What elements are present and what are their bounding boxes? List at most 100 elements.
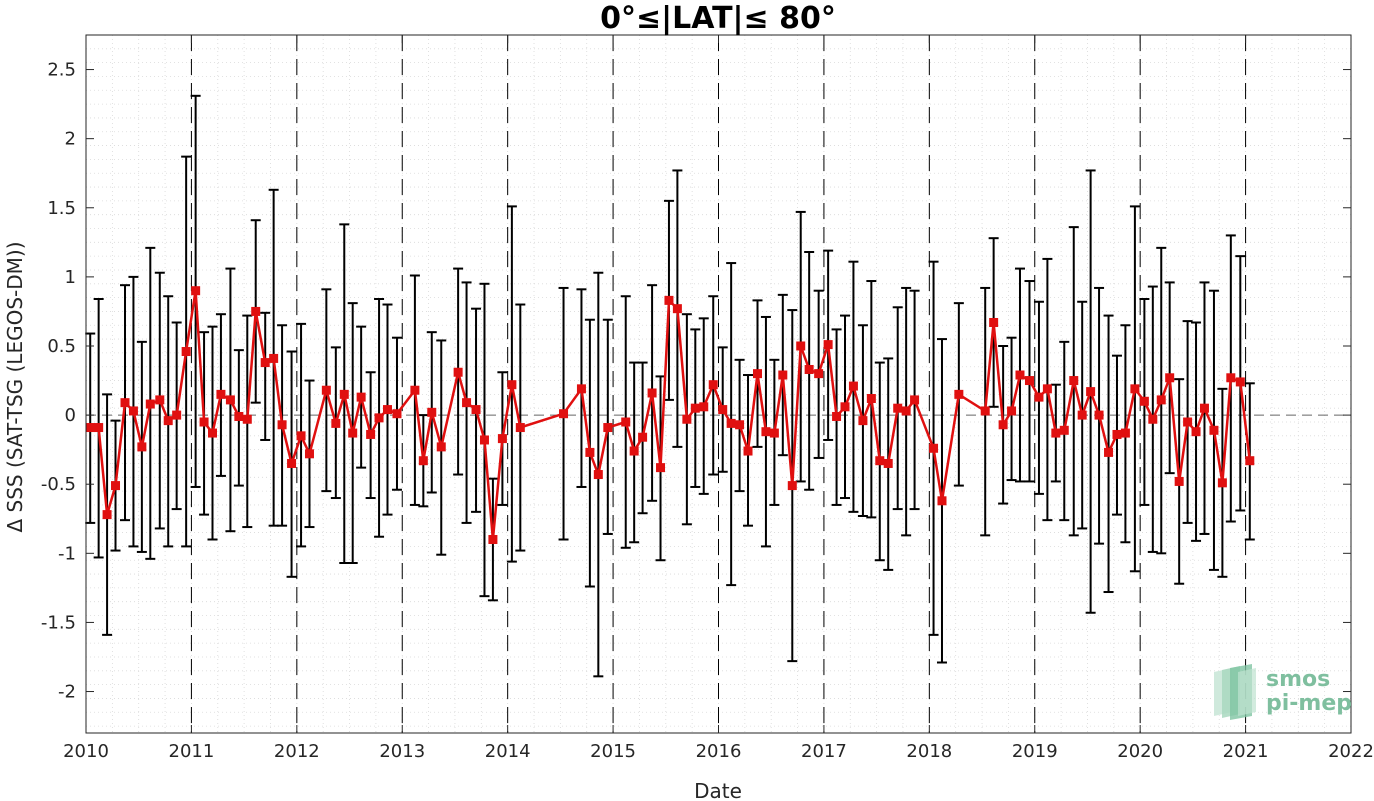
data-point — [929, 443, 939, 453]
data-point — [603, 423, 613, 433]
data-point — [191, 286, 201, 296]
data-point — [980, 406, 990, 416]
data-point — [1024, 376, 1034, 386]
data-point — [382, 405, 392, 415]
data-point — [708, 380, 718, 390]
error-bars — [85, 94, 1255, 678]
data-point — [453, 367, 463, 377]
data-point — [875, 456, 885, 466]
data-point — [155, 395, 165, 405]
y-tick-label: 2 — [65, 129, 76, 150]
data-point — [1130, 384, 1140, 394]
data-point — [866, 394, 876, 404]
data-point — [1059, 425, 1069, 435]
data-point — [621, 417, 631, 427]
data-point — [735, 420, 745, 430]
data-point — [225, 395, 235, 405]
data-point — [1235, 377, 1245, 387]
data-point — [410, 385, 420, 395]
y-tick-label: 1 — [65, 267, 76, 288]
data-point — [260, 358, 270, 368]
data-point — [339, 389, 349, 399]
data-point — [497, 434, 507, 444]
y-tick-label: -1 — [58, 543, 76, 564]
data-point — [1042, 384, 1052, 394]
logo-text-pi-mep: pi-mep — [1266, 691, 1352, 716]
logo-emblem-icon — [1214, 664, 1256, 720]
x-tick-label: 2012 — [274, 741, 320, 762]
data-point — [137, 442, 147, 452]
data-point — [366, 429, 376, 439]
data-point — [120, 398, 130, 408]
data-point — [682, 414, 692, 424]
data-point — [1086, 387, 1096, 397]
y-axis-label: Δ SSS (SAT-TSG (LEGOS-DM)) — [3, 241, 27, 532]
data-point — [585, 447, 595, 457]
data-point — [814, 369, 824, 379]
data-point — [629, 446, 639, 456]
data-point — [848, 381, 858, 391]
series-line — [90, 290, 1252, 540]
data-point — [296, 431, 306, 441]
data-point — [998, 420, 1008, 430]
data-point — [145, 399, 155, 409]
data-point — [242, 414, 252, 424]
data-point — [1007, 406, 1017, 416]
x-tick-label: 2015 — [590, 741, 636, 762]
data-point — [1156, 395, 1166, 405]
data-point — [647, 388, 657, 398]
chart-title: 0°≤|LAT|≤ 80° — [600, 1, 836, 36]
data-point — [331, 418, 341, 428]
series-polyline — [90, 290, 1252, 540]
x-tick-label: 2017 — [801, 741, 847, 762]
data-point — [1077, 410, 1087, 420]
data-point — [1217, 478, 1227, 488]
data-point — [251, 306, 261, 316]
x-tick-label: 2021 — [1223, 741, 1269, 762]
x-tick-label: 2011 — [169, 741, 215, 762]
data-point — [1139, 396, 1149, 406]
data-point — [1209, 425, 1219, 435]
data-point — [910, 395, 920, 405]
data-point — [427, 407, 437, 417]
data-point — [1226, 373, 1236, 383]
data-point — [1094, 410, 1104, 420]
data-point — [858, 416, 868, 426]
data-point — [576, 384, 586, 394]
x-tick-label: 2016 — [696, 741, 742, 762]
y-tick-label: -0.5 — [41, 474, 76, 495]
data-point — [1174, 476, 1184, 486]
x-axis-label: Date — [694, 779, 742, 801]
data-point — [1034, 392, 1044, 402]
data-point — [234, 411, 244, 421]
data-point — [804, 364, 814, 374]
data-point — [664, 295, 674, 305]
data-point — [1112, 429, 1122, 439]
data-point — [778, 370, 788, 380]
data-point — [1051, 428, 1061, 438]
data-point — [699, 402, 709, 412]
data-point — [392, 409, 402, 419]
data-point — [1120, 428, 1130, 438]
data-point — [718, 405, 728, 415]
x-tick-label: 2010 — [63, 741, 109, 762]
data-point — [743, 446, 753, 456]
data-point — [374, 413, 384, 423]
data-point — [208, 428, 217, 438]
data-point — [638, 432, 648, 442]
data-point — [462, 398, 472, 408]
data-point — [761, 427, 771, 437]
data-point — [515, 423, 525, 433]
data-point — [690, 403, 700, 413]
smos-pi-mep-logo: smos pi-mep — [1214, 664, 1352, 720]
data-point — [128, 406, 138, 416]
data-point — [172, 410, 182, 420]
x-tick-label: 2013 — [379, 741, 425, 762]
data-point — [1191, 427, 1201, 437]
data-point — [356, 392, 366, 402]
data-point — [1165, 373, 1175, 383]
y-axis-ticks: -2 -1.5 -1 -0.5 0 0.5 1 1.5 2 2.5 — [41, 60, 1351, 703]
data-point — [102, 510, 112, 520]
data-point — [269, 353, 279, 363]
